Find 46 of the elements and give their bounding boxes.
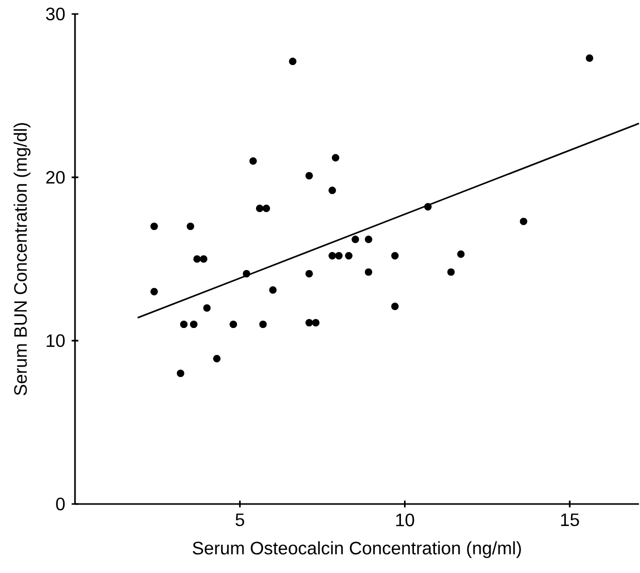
point <box>256 204 264 212</box>
y-axis-title: Serum BUN Concentration (mg/dl) <box>14 123 30 396</box>
point <box>150 222 158 230</box>
point <box>180 320 188 328</box>
point <box>328 186 336 194</box>
point <box>312 318 320 326</box>
point <box>190 320 198 328</box>
point <box>424 202 432 210</box>
y-tick-label: 0 <box>56 498 65 510</box>
point <box>269 286 277 294</box>
point <box>305 172 313 180</box>
point <box>391 252 399 260</box>
point <box>305 318 313 326</box>
point <box>249 157 257 165</box>
point <box>364 236 372 244</box>
point <box>305 270 313 278</box>
point <box>186 222 194 230</box>
point <box>364 268 372 276</box>
x-tick-label: 5 <box>236 514 244 526</box>
point <box>262 204 270 212</box>
point <box>259 320 267 328</box>
point <box>352 236 360 244</box>
point <box>150 288 158 296</box>
point <box>345 252 352 260</box>
y-tick-label: 20 <box>46 170 65 184</box>
point <box>213 354 221 362</box>
point <box>176 370 184 378</box>
x-axis-title: Serum Osteocalcin Concentration (ng/ml) <box>192 541 521 558</box>
x-tick-label: 15 <box>561 514 579 526</box>
point <box>457 250 465 258</box>
point <box>288 58 296 66</box>
y-tick-label: 30 <box>46 8 65 20</box>
point <box>200 255 208 263</box>
point <box>335 252 343 260</box>
point <box>230 320 238 328</box>
x-tick-label: 10 <box>396 514 414 526</box>
point <box>242 270 250 278</box>
point <box>203 304 211 312</box>
point <box>391 302 399 310</box>
y-tick-label: 10 <box>46 334 65 348</box>
point <box>520 218 528 226</box>
point <box>193 255 201 263</box>
point <box>328 252 336 260</box>
point <box>332 154 340 162</box>
point <box>586 54 594 62</box>
point <box>447 268 455 276</box>
